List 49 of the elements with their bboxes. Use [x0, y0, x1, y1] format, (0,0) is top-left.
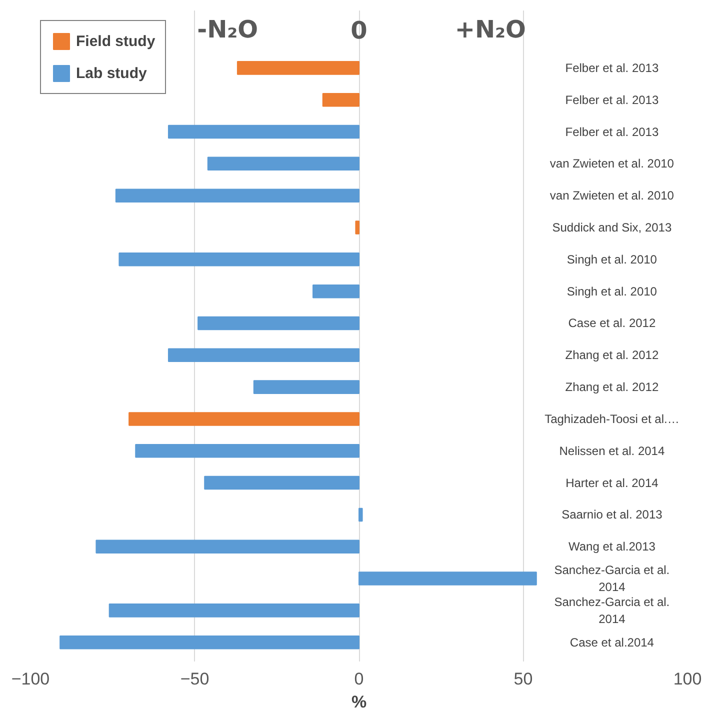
bar: [236, 61, 360, 75]
y-tick-label: Singh et al. 2010: [566, 252, 658, 266]
bar: [355, 220, 360, 234]
bar: [253, 380, 360, 394]
text: -N₂O: [197, 16, 258, 44]
x-tick-label: 50: [514, 670, 533, 688]
legend-label: Field study: [76, 32, 156, 50]
bar: [118, 252, 360, 266]
x-tick-label: 100: [673, 670, 702, 688]
y-tick-label: Zhang et al. 2012: [565, 348, 659, 362]
bar: [204, 476, 360, 490]
bar: [358, 572, 537, 586]
y-tick-label: Sanchez-Garcia et al. 2014: [554, 595, 670, 626]
y-tick-label: Nelissen et al. 2014: [559, 444, 665, 458]
y-tick-label: van Zwieten et al. 2010: [550, 188, 674, 203]
y-tick-label: Harter et al. 2014: [566, 476, 659, 490]
y-tick-label: Felber et al. 2013: [565, 60, 659, 75]
bar: [115, 188, 360, 202]
bar: [168, 124, 360, 139]
y-tick-label: Suddick and Six, 2013: [552, 220, 672, 234]
bar: [207, 156, 360, 171]
x-tick-label: 0: [354, 670, 364, 688]
bar: [322, 92, 360, 107]
bar: [168, 348, 360, 362]
bar: [60, 635, 360, 650]
bar: [96, 540, 360, 554]
bar: [358, 508, 363, 522]
legend-label: Lab study: [76, 64, 147, 82]
bar: [198, 316, 360, 330]
y-tick-label: Felber et al. 2013: [565, 124, 659, 139]
x-tick-label: −50: [180, 670, 210, 688]
x-axis-title: %: [351, 692, 367, 712]
y-tick-label: Felber et al. 2013: [565, 92, 659, 107]
bar: [108, 604, 360, 618]
y-tick-label: van Zwieten et al. 2010: [550, 156, 674, 171]
bar: [312, 284, 360, 298]
y-tick-label: Case et al.2014: [570, 635, 654, 650]
y-tick-label: Singh et al. 2010: [566, 284, 658, 298]
y-tick-label: Zhang et al. 2012: [565, 380, 659, 394]
text: 0: [350, 16, 368, 45]
text: +N₂O: [454, 16, 526, 44]
x-tick-label: −100: [11, 670, 50, 688]
y-tick-label: Wang et al.2013: [568, 540, 656, 554]
y-tick-label: Saarnio et al. 2013: [562, 508, 663, 522]
bar: [128, 412, 360, 426]
y-tick-label: Sanchez-Garcia et al. 2014: [554, 563, 670, 594]
bar: [135, 444, 360, 458]
y-tick-label: Case et al. 2012: [568, 316, 656, 330]
y-tick-label: Taghizadeh-Toosi et al.…: [544, 412, 680, 426]
